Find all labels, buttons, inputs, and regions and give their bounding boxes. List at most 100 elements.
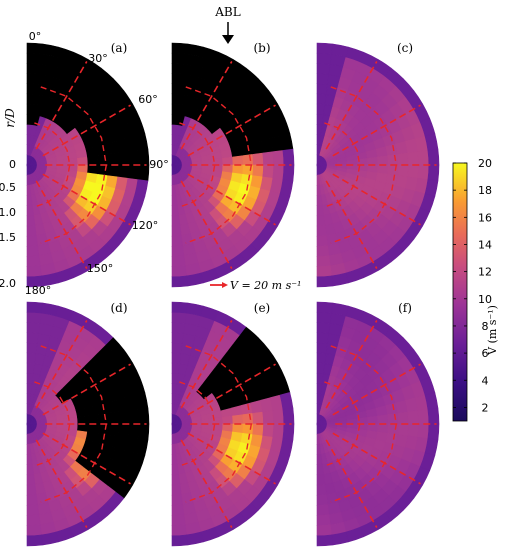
heatmap-cell — [367, 156, 379, 166]
heatmap-cell — [26, 265, 42, 278]
velocity-vector-line — [332, 363, 421, 416]
heatmap-cell — [397, 152, 409, 166]
panel-e: (e) — [171, 301, 295, 547]
velocity-vector-arc — [40, 345, 108, 503]
heatmap-cell — [26, 463, 34, 476]
heatmap-cell — [282, 164, 295, 182]
heatmap-cell — [427, 164, 440, 182]
angle-label: 30° — [88, 52, 108, 65]
velocity-vector-line — [187, 173, 276, 226]
heatmap-cell — [97, 154, 109, 166]
heatmap-cell — [316, 255, 331, 267]
colorbar-tick-label: 4 — [482, 374, 489, 387]
heatmap-cell — [127, 409, 140, 425]
heatmap-cell — [117, 164, 129, 179]
heatmap-cell — [137, 407, 150, 425]
heatmap-cell — [262, 164, 274, 179]
velocity-vector-line — [42, 363, 131, 416]
velocity-vector-line — [180, 61, 233, 150]
heatmap-cell — [316, 63, 331, 75]
heatmap-cell — [316, 42, 334, 55]
heatmap-cell — [87, 414, 99, 425]
heatmap-cell — [171, 342, 183, 354]
panel-label: (b) — [253, 41, 270, 55]
heatmap-cell — [26, 255, 41, 267]
heatmap-cell — [26, 474, 36, 486]
heatmap-cell — [171, 301, 189, 314]
velocity-vector-line — [42, 432, 131, 485]
heatmap-cell — [137, 164, 150, 182]
panels-layer: (a) (b) (c) (d) (e) (f) — [26, 41, 440, 547]
heatmap-cell — [407, 410, 419, 425]
heatmap-cell — [397, 423, 409, 437]
colorbar — [452, 162, 468, 422]
heatmap-cell — [171, 494, 183, 506]
heatmap-cell — [26, 235, 38, 247]
heatmap-cell — [316, 514, 331, 526]
heatmap-cell — [117, 151, 129, 166]
velocity-vector-line — [180, 320, 233, 409]
panel-label: (f) — [398, 301, 412, 315]
angle-label: 180° — [25, 284, 52, 297]
heatmap-cell — [387, 413, 399, 425]
heatmap-cell — [26, 204, 34, 217]
y-tick-label: 0 — [9, 158, 16, 171]
heatmap-cell — [107, 423, 119, 437]
heatmap-cell — [127, 423, 140, 439]
heatmap-cell — [26, 301, 44, 314]
colorbar-tick-label: 18 — [478, 184, 492, 197]
heatmap-cell — [316, 504, 330, 516]
vector-legend-label: V = 20 m s⁻¹ — [230, 279, 301, 292]
y-tick-label: 1.5 — [0, 231, 16, 244]
heatmap-cell — [171, 215, 181, 227]
velocity-vector-line — [325, 180, 378, 269]
velocity-vector-arc — [330, 345, 398, 503]
heatmap-cell — [26, 225, 37, 237]
heatmap-cell — [26, 52, 42, 65]
colorbar-tick-label: 10 — [478, 293, 492, 306]
heatmap-cell — [26, 73, 40, 85]
heatmap-cell — [87, 155, 99, 166]
velocity-vector-line — [332, 432, 421, 485]
heatmap-cell — [316, 301, 334, 314]
heatmap-cell — [316, 73, 330, 85]
velocity-vector-arc — [185, 345, 253, 503]
heatmap-cell — [262, 410, 274, 425]
angle-label: 0° — [29, 30, 42, 43]
heatmap-cell — [222, 156, 234, 166]
panel-c: (c) — [316, 41, 440, 288]
velocity-vector-line — [35, 180, 88, 269]
velocity-vector-arc — [40, 86, 108, 244]
heatmap-cell — [252, 152, 264, 166]
heatmap-cell — [316, 332, 330, 344]
velocity-vector-line — [180, 439, 233, 528]
heatmap-cell — [171, 504, 185, 516]
heatmap-cell — [417, 423, 430, 439]
heatmap-cell — [262, 151, 274, 166]
velocity-vector-line — [42, 173, 131, 226]
heatmap-cell — [252, 423, 264, 437]
panel-label: (d) — [110, 301, 127, 315]
heatmap-cell — [417, 409, 430, 425]
heatmap-cell — [282, 423, 295, 441]
heatmap-cell — [171, 255, 186, 267]
abl-label: ABL — [214, 5, 240, 19]
heatmap-cell — [407, 151, 419, 166]
heatmap-cell — [171, 63, 186, 75]
colorbar-tick-label: 6 — [482, 347, 489, 360]
heatmap-cell — [171, 322, 186, 334]
heatmap-cell — [26, 504, 40, 516]
panel-label: (c) — [397, 41, 413, 55]
heatmap-cell — [171, 245, 185, 257]
y-tick-label: 2.0 — [0, 277, 16, 290]
heatmap-cell — [272, 423, 285, 439]
heatmap-cell — [377, 155, 389, 166]
heatmap-cell — [171, 524, 187, 537]
heatmap-cell — [171, 311, 187, 324]
heatmap-cell — [171, 484, 182, 496]
heatmap-cell — [397, 411, 409, 425]
heatmap-cell — [417, 150, 430, 166]
heatmap-cell — [417, 164, 430, 180]
colorbar-tick-label: 20 — [478, 157, 492, 170]
angle-label: 90° — [149, 158, 169, 171]
